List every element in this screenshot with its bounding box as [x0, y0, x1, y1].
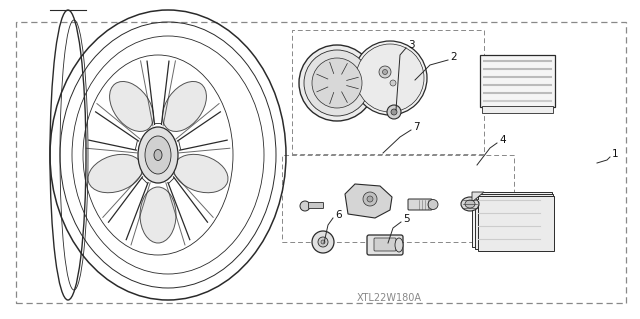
Circle shape	[318, 237, 328, 247]
Text: 4: 4	[499, 135, 506, 145]
Ellipse shape	[163, 81, 207, 131]
Ellipse shape	[138, 127, 178, 183]
Text: 1: 1	[612, 149, 619, 159]
Text: 5: 5	[403, 214, 410, 224]
Text: 6: 6	[335, 210, 342, 220]
Circle shape	[367, 196, 373, 202]
Circle shape	[428, 199, 438, 210]
Text: 2: 2	[450, 52, 456, 62]
Ellipse shape	[304, 50, 370, 116]
FancyBboxPatch shape	[374, 238, 396, 251]
Circle shape	[387, 105, 401, 119]
Ellipse shape	[145, 136, 171, 174]
Ellipse shape	[299, 45, 375, 121]
FancyBboxPatch shape	[475, 194, 553, 249]
Ellipse shape	[300, 201, 310, 211]
Text: 3: 3	[408, 40, 415, 50]
Circle shape	[383, 70, 387, 75]
Polygon shape	[345, 184, 392, 218]
Ellipse shape	[461, 197, 479, 211]
Ellipse shape	[465, 200, 475, 208]
Circle shape	[391, 109, 397, 115]
Ellipse shape	[353, 41, 427, 115]
FancyBboxPatch shape	[472, 192, 552, 247]
Ellipse shape	[356, 44, 424, 112]
FancyBboxPatch shape	[408, 199, 432, 210]
Ellipse shape	[109, 81, 154, 131]
Ellipse shape	[395, 238, 403, 252]
Ellipse shape	[173, 154, 228, 193]
Ellipse shape	[140, 187, 176, 243]
Circle shape	[321, 240, 325, 244]
Text: 7: 7	[413, 122, 420, 132]
Polygon shape	[472, 192, 484, 202]
FancyBboxPatch shape	[308, 203, 323, 209]
FancyBboxPatch shape	[482, 106, 553, 113]
Ellipse shape	[88, 154, 143, 193]
FancyBboxPatch shape	[367, 235, 403, 255]
FancyBboxPatch shape	[478, 196, 554, 251]
Circle shape	[379, 66, 391, 78]
Circle shape	[312, 231, 334, 253]
Ellipse shape	[312, 58, 362, 108]
FancyBboxPatch shape	[480, 55, 555, 107]
Text: XTL22W180A: XTL22W180A	[357, 293, 422, 303]
Circle shape	[390, 80, 396, 86]
Circle shape	[363, 192, 377, 206]
Ellipse shape	[154, 150, 162, 160]
